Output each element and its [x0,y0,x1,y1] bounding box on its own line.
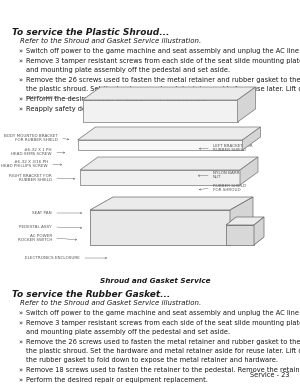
Text: the rubber gasket to fold down to expose the metal retainer and hardware.: the rubber gasket to fold down to expose… [26,357,278,363]
Text: NYLON BARREL
NUT: NYLON BARREL NUT [213,171,244,179]
Text: RIGHT BRACKET FOR
RUBBER SHIELD: RIGHT BRACKET FOR RUBBER SHIELD [9,174,52,182]
Text: Switch off power to the game machine and seat assembly and unplug the AC line co: Switch off power to the game machine and… [26,48,300,54]
Text: »: » [18,48,22,54]
Text: RUBBER SHIELD
FOR SHROUD: RUBBER SHIELD FOR SHROUD [213,184,246,192]
Text: »: » [18,310,22,316]
Text: Perform the desired repair or equipment replacement.: Perform the desired repair or equipment … [26,377,208,383]
Text: and mounting plate assembly off the pedestal and set aside.: and mounting plate assembly off the pede… [26,329,230,335]
Text: the plastic shroud. Set the hardware and metal retainer aside for reuse later. L: the plastic shroud. Set the hardware and… [26,348,300,354]
Text: Remove the 26 screws used to fasten the metal retainer and rubber gasket to the : Remove the 26 screws used to fasten the … [26,339,300,345]
Text: SAFETY LABELS: SAFETY LABELS [26,96,58,100]
Text: Refer to the Shroud and Gasket Service illustration.: Refer to the Shroud and Gasket Service i… [20,38,201,44]
Polygon shape [242,127,260,150]
Text: AC POWER
ROCKER SWITCH: AC POWER ROCKER SWITCH [18,234,52,242]
Text: To service the Rubber Gasket...: To service the Rubber Gasket... [12,290,170,299]
Text: »: » [18,106,22,112]
Text: LEFT BRACKET FOR
RUBBER SHIELD: LEFT BRACKET FOR RUBBER SHIELD [213,144,253,152]
Polygon shape [82,87,256,100]
Text: PEDESTAL ASSY: PEDESTAL ASSY [20,225,52,229]
Polygon shape [80,157,258,170]
Text: Perform the desired repair or equipment replacement.: Perform the desired repair or equipment … [26,96,208,102]
Text: the plastic shroud. Set the hardware and metal retainer aside for reuse later. L: the plastic shroud. Set the hardware and… [26,86,300,92]
Text: PLASTIC SHROUD: PLASTIC SHROUD [213,96,249,100]
Text: #6-32 X 1 PH
HEAD SEMS SCREW: #6-32 X 1 PH HEAD SEMS SCREW [11,148,52,156]
Polygon shape [80,170,240,185]
Text: »: » [18,96,22,102]
Text: Remove 18 screws used to fasten the retainer to the pedestal. Remove the retaine: Remove 18 screws used to fasten the reta… [26,367,300,373]
Text: »: » [18,377,22,383]
Text: »: » [18,339,22,345]
Text: BODY MOUNTED BRACKET
FOR RUBBER SHIELD: BODY MOUNTED BRACKET FOR RUBBER SHIELD [4,134,58,142]
Polygon shape [77,127,260,140]
Text: To service the Plastic Shroud...: To service the Plastic Shroud... [12,28,169,37]
Text: ELECTRONICS ENCLOSURE: ELECTRONICS ENCLOSURE [25,256,80,260]
Text: #6-32 X 3/16 PH
HEAD PHILLIPS SCREW: #6-32 X 3/16 PH HEAD PHILLIPS SCREW [2,160,48,168]
Text: Service - 23: Service - 23 [250,372,290,378]
Text: Refer to the Shroud and Gasket Service illustration.: Refer to the Shroud and Gasket Service i… [20,300,201,306]
Text: »: » [18,367,22,373]
Text: Remove the 26 screws used to fasten the metal retainer and rubber gasket to the : Remove the 26 screws used to fasten the … [26,77,300,83]
Text: Remove 3 tamper resistant screws from each side of the seat slide mounting plate: Remove 3 tamper resistant screws from ea… [26,58,300,64]
Text: »: » [18,58,22,64]
Polygon shape [230,197,253,245]
Polygon shape [254,217,264,245]
Polygon shape [226,217,264,225]
Polygon shape [82,100,238,122]
Text: Reapply safety decals to shroud.: Reapply safety decals to shroud. [26,106,135,112]
Text: »: » [18,320,22,326]
Text: SEAT PAN: SEAT PAN [32,211,52,215]
Text: Remove 3 tamper resistant screws from each side of the seat slide mounting plate: Remove 3 tamper resistant screws from ea… [26,320,300,326]
Polygon shape [90,197,253,210]
Text: »: » [18,77,22,83]
Text: Switch off power to the game machine and seat assembly and unplug the AC line co: Switch off power to the game machine and… [26,310,300,316]
Polygon shape [226,225,254,245]
Polygon shape [238,87,256,122]
Polygon shape [90,210,230,245]
Text: Shroud and Gasket Service: Shroud and Gasket Service [100,278,210,284]
Polygon shape [240,157,258,185]
Text: and mounting plate assembly off the pedestal and set aside.: and mounting plate assembly off the pede… [26,67,230,73]
Polygon shape [77,140,242,150]
